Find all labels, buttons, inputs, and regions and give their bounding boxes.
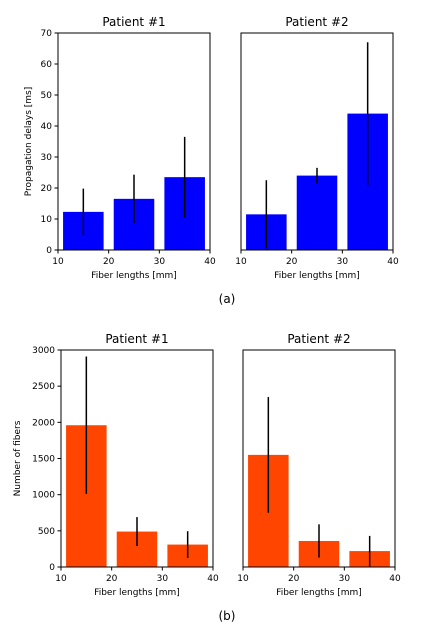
chart-panel-3: 10 20 30 40 0 500 1000 1500 2000 2500 3000 Patient … (13, 332, 219, 598)
caption-a: (a) (219, 292, 236, 306)
y-tick-label: 30 (41, 153, 53, 163)
chart-title: Patient #2 (285, 15, 348, 29)
plot-frame (57, 32, 211, 251)
x-tick-label: 30 (157, 574, 169, 584)
y-tick-label: 50 (41, 91, 53, 101)
y-tick-label: 2000 (32, 418, 55, 428)
chart-title: Patient #1 (102, 15, 165, 29)
x-tick-label: 40 (207, 574, 219, 584)
x-tick-label: 10 (55, 574, 67, 584)
chart-panel-4: 10 20 30 40 Patient #2 Fiber lengths [mm] (237, 332, 401, 598)
x-tick-label: 10 (235, 257, 247, 267)
chart-title: Patient #1 (105, 332, 168, 346)
x-tick-label: 20 (106, 574, 118, 584)
y-tick-label: 70 (41, 29, 53, 39)
x-tick-label: 40 (204, 257, 216, 267)
y-tick-label: 3000 (32, 346, 55, 356)
plot-frame (240, 32, 394, 251)
x-tick-label: 10 (52, 257, 64, 267)
x-tick-label: 40 (389, 574, 401, 584)
chart-panel-2: 10 20 30 40 Patient #2 Fiber lengths [mm] (235, 15, 399, 281)
x-tick-label: 30 (154, 257, 166, 267)
x-tick-label: 20 (286, 257, 298, 267)
y-tick-label: 40 (41, 122, 53, 132)
x-tick-label: 20 (103, 257, 115, 267)
y-tick-label: 10 (41, 215, 53, 225)
x-axis-label: Fiber lengths [mm] (91, 271, 177, 281)
caption-b: (b) (219, 609, 236, 623)
x-tick-label: 30 (337, 257, 349, 267)
y-axis-label: Number of fibers (13, 420, 23, 496)
y-tick-label: 1000 (32, 491, 55, 501)
x-tick-label: 40 (387, 257, 399, 267)
y-tick-label: 1500 (32, 455, 55, 465)
y-tick-label: 0 (49, 563, 55, 573)
y-axis-label: Propagation delays [ms] (24, 87, 34, 196)
plot-frame (242, 349, 396, 568)
chart-title: Patient #2 (287, 332, 350, 346)
y-tick-label: 2500 (32, 382, 55, 392)
x-tick-label: 10 (237, 574, 249, 584)
y-tick-label: 20 (41, 184, 53, 194)
y-tick-label: 60 (41, 60, 53, 70)
y-tick-label: 0 (46, 246, 52, 256)
y-tick-label: 500 (38, 527, 55, 537)
x-axis-label: Fiber lengths [mm] (274, 271, 360, 281)
x-tick-label: 30 (339, 574, 351, 584)
x-axis-label: Fiber lengths [mm] (276, 588, 362, 598)
x-tick-label: 20 (288, 574, 300, 584)
x-axis-label: Fiber lengths [mm] (94, 588, 180, 598)
bar (296, 175, 338, 250)
